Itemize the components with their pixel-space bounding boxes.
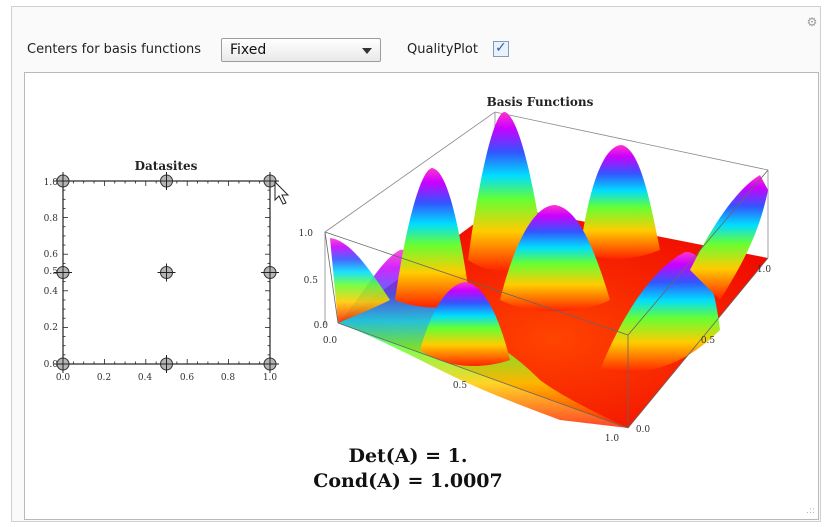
- centers-label: Centers for basis functions: [27, 42, 202, 57]
- datasites-title: Datasites: [135, 159, 198, 173]
- basis-title: Basis Functions: [487, 95, 594, 109]
- basis-z-tick-0: 1.0: [299, 229, 314, 239]
- ds-y-tick-1: 0.2: [44, 323, 58, 333]
- datasite-point-4[interactable]: [157, 263, 176, 282]
- ds-y-tick-3: 0.5: [44, 267, 59, 277]
- ds-x-tick-2: 0.4: [138, 373, 153, 383]
- basis-x-tick-0: 0.0: [323, 336, 338, 346]
- datasite-point-0[interactable]: [54, 355, 72, 373]
- datasite-point-3[interactable]: [54, 263, 72, 282]
- basis-z-tick-2: 0.0: [314, 321, 329, 331]
- datasite-point-1[interactable]: [157, 355, 176, 373]
- ds-y-tick-4: 0.6: [44, 250, 59, 260]
- centers-dropdown-value: Fixed: [230, 42, 267, 58]
- options-gear-icon[interactable]: ⚙: [806, 15, 818, 29]
- basis-box-front-edges: [324, 169, 769, 429]
- basis-functions-plot[interactable]: Basis Functions: [299, 95, 772, 444]
- qualityplot-checkbox[interactable]: ✓: [493, 40, 509, 57]
- basis-y-tick-labels: 0.0 0.5 1.0: [636, 265, 772, 435]
- basis-x-tick-2: 1.0: [605, 434, 620, 444]
- resize-grip-icon[interactable]: .::: [806, 506, 815, 516]
- cond-result: Cond(A) = 1.0007: [313, 470, 502, 492]
- qualityplot-label: QualityPlot: [407, 42, 478, 57]
- basis-x-tick-labels: 0.0 0.5 1.0: [323, 336, 620, 444]
- datasite-point-2[interactable]: [261, 355, 279, 373]
- ds-y-tick-5: 0.8: [44, 214, 59, 224]
- datasites-y-tick-labels: 0.0 0.2 0.4 0.5 0.6 0.8 1.0: [44, 178, 59, 370]
- ds-x-tick-1: 0.2: [97, 373, 111, 383]
- ds-x-tick-5: 1.0: [263, 373, 278, 383]
- chevron-down-icon: [362, 48, 372, 54]
- ds-x-tick-3: 0.6: [180, 373, 195, 383]
- datasites-x-tick-labels: 0.0 0.2 0.4 0.6 0.8 1.0: [56, 373, 278, 383]
- datasites-plot: Datasites 0.0 0.2 0.4 0.6 0.8 1.0 0.0 0.…: [44, 159, 290, 383]
- ds-y-tick-6: 1.0: [44, 178, 59, 188]
- basis-y-tick-1: 0.5: [701, 336, 716, 346]
- ds-y-tick-2: 0.4: [44, 287, 59, 297]
- checkmark-icon: ✓: [495, 40, 507, 56]
- basis-z-tick-labels: 1.0 0.5 0.0: [299, 229, 329, 331]
- centers-dropdown[interactable]: Fixed: [221, 38, 381, 62]
- cursor-arrow-icon: [274, 180, 290, 205]
- basis-y-tick-0: 0.0: [636, 425, 651, 435]
- datasites-points[interactable]: [54, 172, 279, 373]
- ds-x-tick-4: 0.8: [221, 373, 236, 383]
- det-result: Det(A) = 1.: [348, 445, 467, 467]
- datasite-point-7[interactable]: [157, 172, 176, 190]
- datasite-point-5[interactable]: [261, 263, 279, 282]
- datasite-point-8[interactable]: [261, 172, 279, 190]
- datasite-point-6[interactable]: [54, 172, 72, 190]
- basis-z-tick-1: 0.5: [304, 276, 319, 286]
- basis-x-tick-1: 0.5: [453, 381, 468, 391]
- ds-y-tick-0: 0.0: [44, 360, 59, 370]
- basis-surface: [330, 111, 768, 428]
- basis-y-tick-2: 1.0: [757, 265, 772, 275]
- ds-x-tick-0: 0.0: [56, 373, 71, 383]
